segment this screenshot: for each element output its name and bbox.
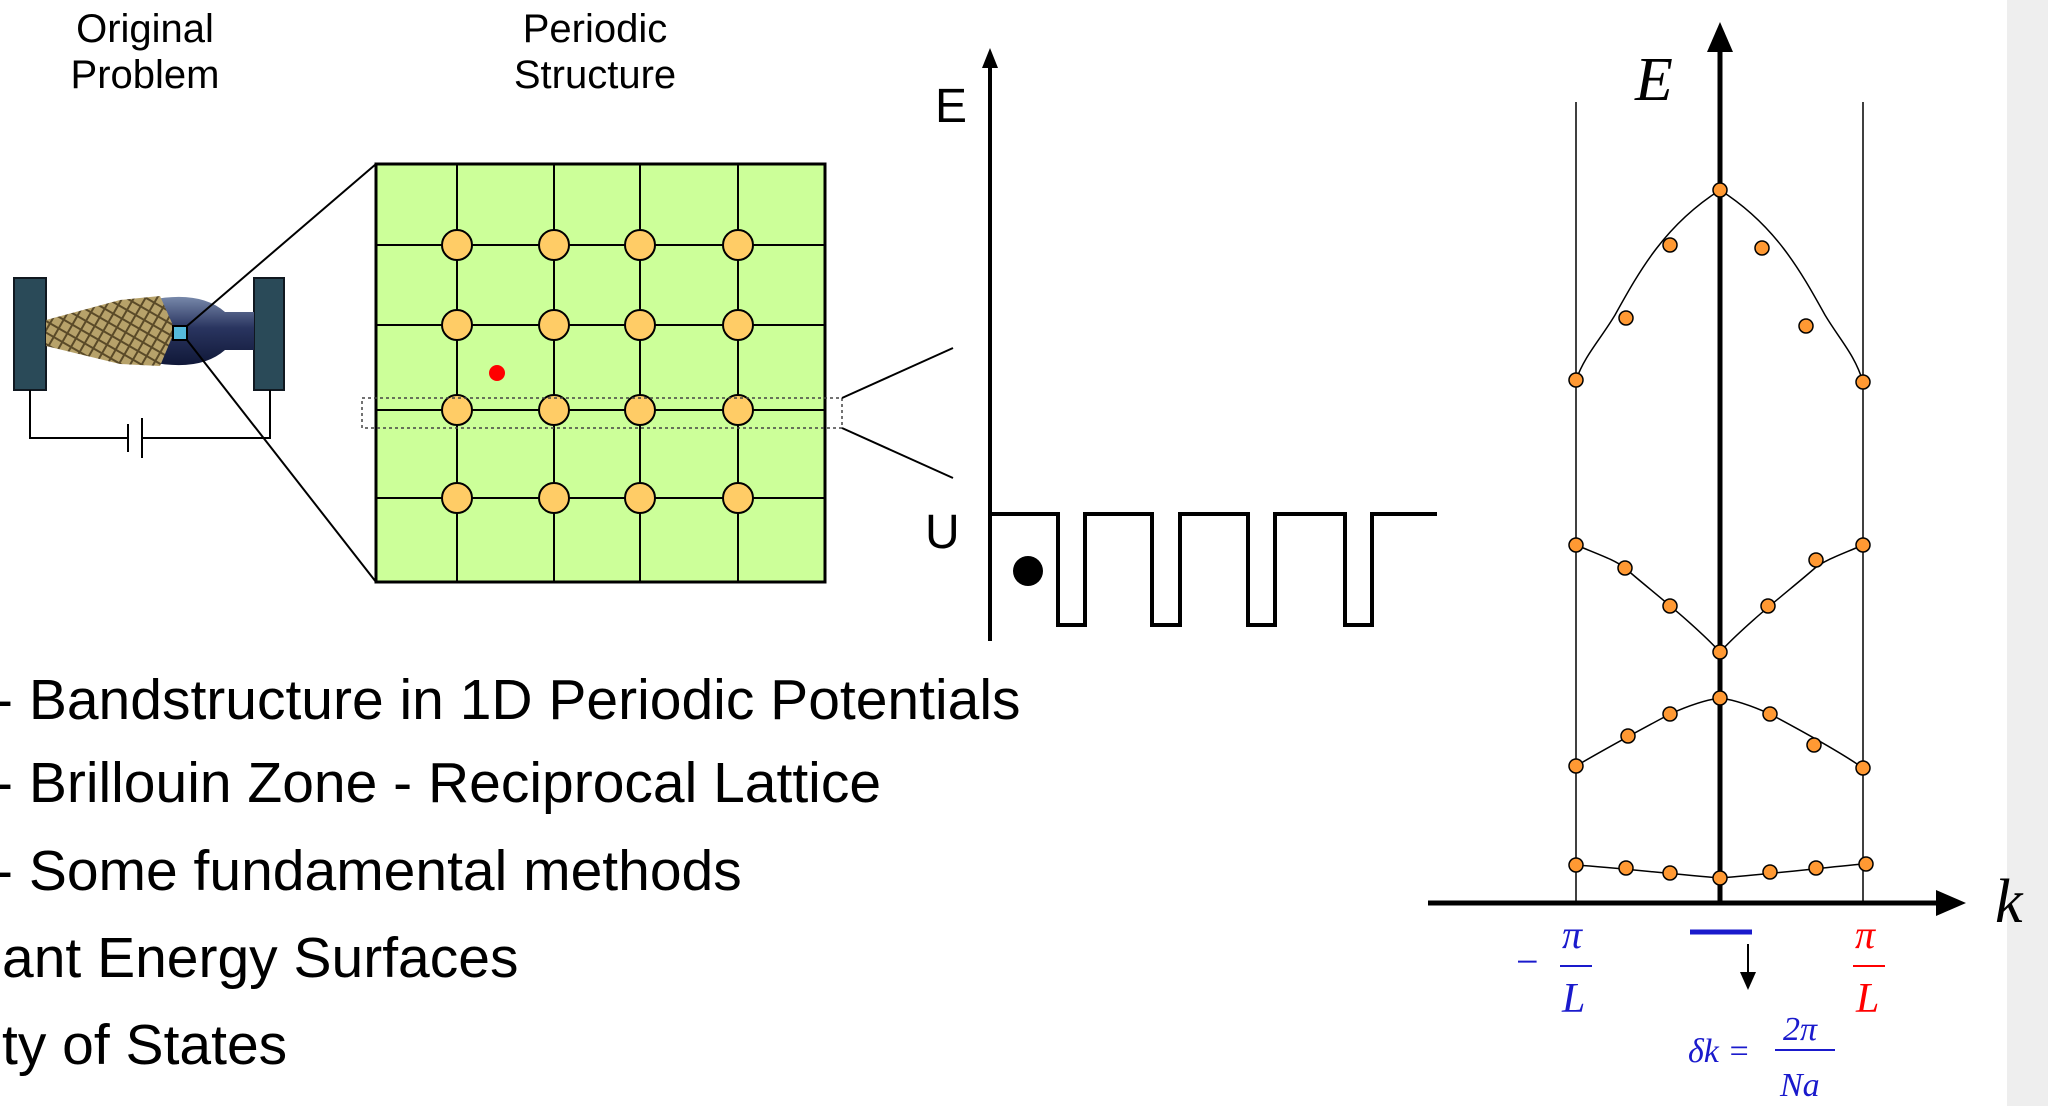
atom: [624, 394, 656, 426]
atom: [538, 394, 570, 426]
right-electrode: [253, 277, 285, 391]
right-edge-bar: [2007, 0, 2048, 1106]
zoom-line-bottom: [186, 339, 377, 583]
band-sample-points: [1568, 182, 1874, 886]
delta-k-arrowhead: [1740, 972, 1756, 990]
delta-k-numerator: 2π: [1783, 1011, 1818, 1048]
slice-line-bottom: [841, 427, 954, 479]
atom: [538, 229, 570, 261]
potential-axis-arrowhead: [982, 48, 998, 68]
slice-line-top: [841, 347, 954, 399]
right-tick-numerator: π: [1855, 912, 1876, 957]
left-tick-denominator: L: [1561, 976, 1585, 1022]
delta-k-prefix: δk =: [1688, 1033, 1750, 1070]
atom: [538, 482, 570, 514]
periodic-structure-line1: Periodic: [522, 7, 668, 51]
band-y-axis-label: E: [1634, 46, 1673, 114]
lattice-grid: [361, 162, 843, 584]
original-problem-caption: Original Problem: [40, 6, 250, 98]
delta-k-denominator: Na: [1779, 1067, 1820, 1104]
atom: [624, 229, 656, 261]
band-structure-plot: E k − π L π L δk = 2π Na: [1428, 22, 2024, 1104]
lattice-background: [374, 162, 827, 584]
right-tick-denominator: L: [1855, 976, 1879, 1022]
atom: [722, 309, 754, 341]
nanotube-metal: [150, 296, 254, 366]
zoom-line-top: [186, 163, 377, 327]
zoom-selection-box: [172, 325, 188, 341]
bullet-line-1: - Bandstructure in 1D Periodic Potential…: [0, 668, 1021, 732]
atom: [441, 229, 473, 261]
electron-dot: [489, 365, 505, 381]
slice-selection: [361, 397, 843, 429]
original-problem-line2: Problem: [70, 53, 220, 97]
atom: [441, 394, 473, 426]
electron-in-well: [1013, 556, 1043, 586]
nanotube-mesh: [46, 296, 175, 366]
periodic-structure-line2: Structure: [513, 53, 677, 97]
k-axis-arrowhead: [1936, 890, 1966, 916]
bias-circuit: [29, 390, 271, 439]
bullet-line-5: ty of States: [2, 1013, 288, 1077]
left-electrode: [13, 277, 47, 391]
battery-symbol: [127, 418, 143, 458]
band-x-axis-label: k: [1995, 868, 2024, 936]
bullet-line-3: - Some fundamental methods: [0, 839, 742, 903]
left-tick-minus: −: [1516, 939, 1539, 984]
device-illustration: [13, 277, 285, 458]
bullet-line-2: - Brillouin Zone - Reciprocal Lattice: [0, 751, 882, 815]
original-problem-line1: Original: [76, 7, 214, 51]
potential-energy-label: E: [935, 80, 967, 133]
potential-u-label: U: [925, 506, 960, 559]
bullet-line-4: ant Energy Surfaces: [2, 926, 519, 990]
atom: [538, 309, 570, 341]
atom: [441, 482, 473, 514]
atom: [624, 482, 656, 514]
atom: [722, 394, 754, 426]
potential-plot: [982, 48, 1437, 641]
left-tick-numerator: π: [1562, 912, 1583, 957]
atom: [722, 482, 754, 514]
energy-axis-arrowhead: [1707, 22, 1733, 52]
atom: [441, 309, 473, 341]
potential-wells: [990, 512, 1437, 627]
lattice-atoms: [441, 229, 754, 514]
atom: [624, 309, 656, 341]
atom: [722, 229, 754, 261]
periodic-structure-caption: Periodic Structure: [480, 6, 710, 98]
